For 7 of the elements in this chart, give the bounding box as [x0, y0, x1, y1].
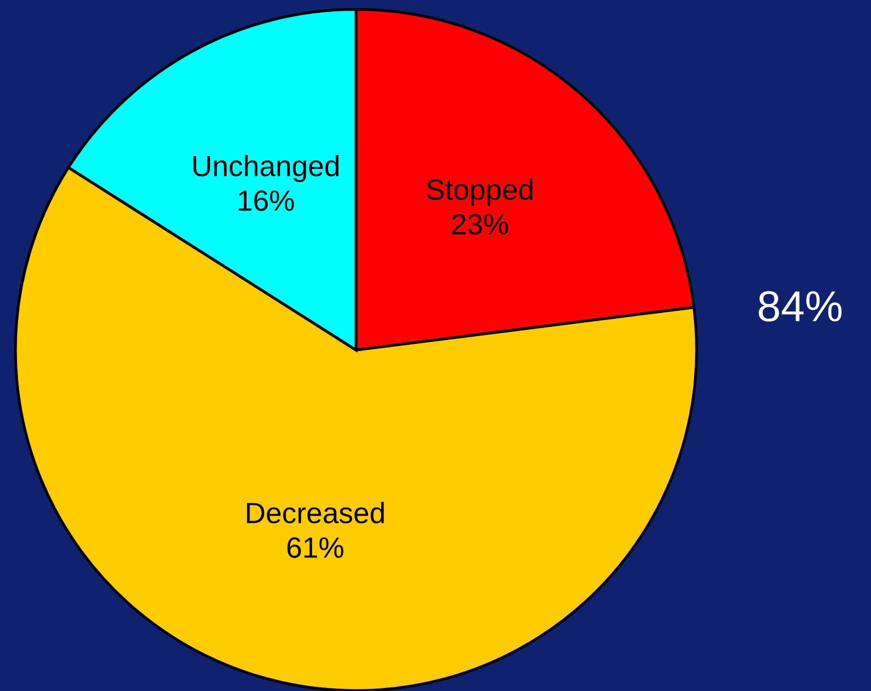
slice-label: Stopped	[426, 178, 532, 206]
data-label: 16%	[238, 190, 294, 211]
text: 84%	[758, 291, 842, 322]
data-label: 23%	[452, 214, 508, 235]
slice-label: Decreased	[247, 502, 384, 524]
slice-label: Unchanged	[193, 154, 338, 182]
data-label: 61%	[287, 537, 344, 558]
